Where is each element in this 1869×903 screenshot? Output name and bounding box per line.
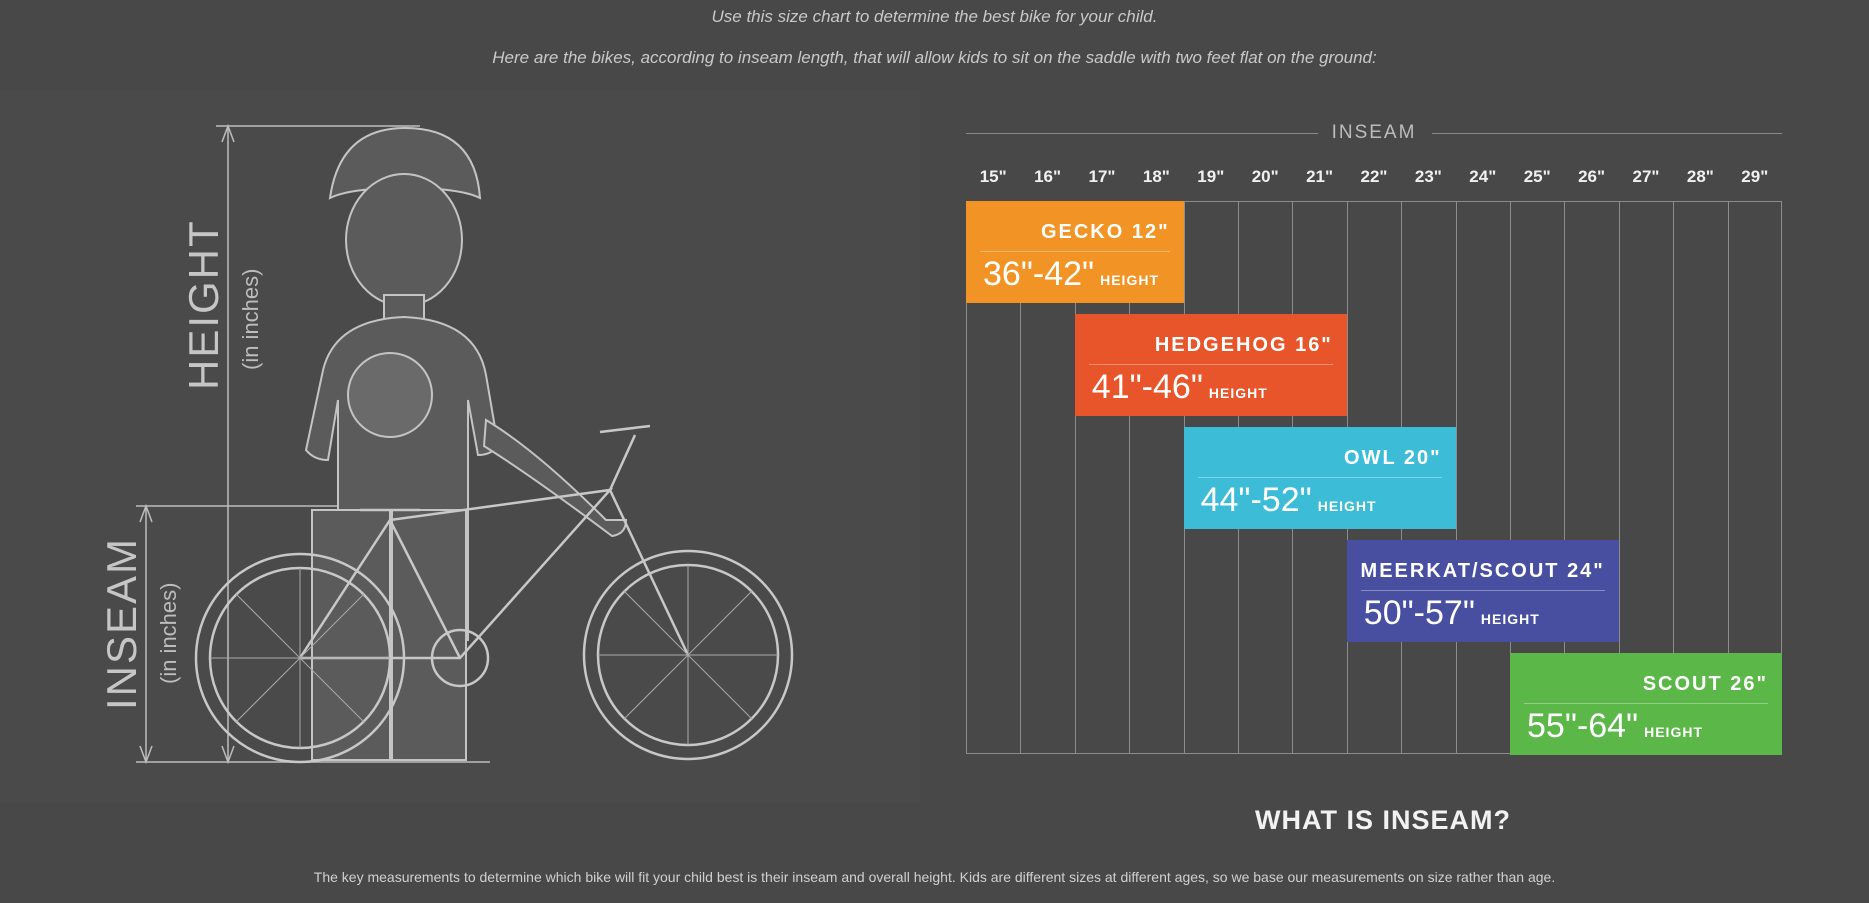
bike-height-range: 50"-57" HEIGHT [1364,594,1540,633]
height-range-value: 50"-57" [1363,594,1475,632]
inseam-tick: 23" [1414,167,1442,186]
inseam-axis-title: INSEAM [1331,122,1417,143]
size-chart: INSEAM 15" 16" 17" 18" 19" 20" 21" 22" 23" 24" 25"… [966,120,1782,760]
chart-grid: GECKO 12" 36"-42" HEIGHT HEDGEHOG 16" 41"-46… [966,201,1782,755]
intro-line-1: Use this size chart to determine the bes… [711,7,1158,26]
bike-name: HEDGEHOG 16" [1154,334,1333,356]
inseam-tick: 26" [1578,167,1606,186]
bike-name: OWL 20" [1344,447,1442,469]
height-range-value: 36"-42" [983,255,1095,293]
bike-height-range: 41"-46" HEIGHT [1092,368,1268,407]
inseam-tick-labels: 15" 16" 17" 18" 19" 20" 21" 22" 23" 24" 25" 26" 27" 2… [966,167,1782,191]
grid-line [1129,201,1131,754]
bike-name: MEERKAT/SCOUT 24" [1360,560,1605,582]
height-range-label: HEIGHT [1644,724,1703,740]
grid-top-line [966,201,1782,202]
height-range-value: 44"-52" [1200,481,1312,519]
what-is-inseam-heading: WHAT IS INSEAM? [1255,805,1511,835]
height-range-label: HEIGHT [1100,272,1159,288]
bike-size-bar: HEDGEHOG 16" 41"-46" HEIGHT [1074,314,1347,416]
height-range-label: HEIGHT [1208,385,1268,401]
grid-line [1727,201,1729,754]
grid-line [1618,201,1620,754]
height-range-label: HEIGHT [1480,611,1540,627]
bike-height-range: 36"-42" HEIGHT [983,255,1159,294]
child-bike-illustration: HEIGHT (in inches) INSEAM (in inches) [0,90,920,803]
grid-line [1455,201,1457,754]
inseam-unit-label: (in inches) [156,582,181,684]
bike-height-range: 44"-52" HEIGHT [1201,481,1377,520]
inseam-tick: 27" [1632,167,1660,186]
inseam-tick: 17" [1088,167,1116,186]
grid-bottom-line [966,753,1782,754]
height-range-label: HEIGHT [1317,498,1377,514]
inseam-tick: 19" [1197,167,1225,186]
grid-line [1510,201,1511,754]
inseam-tick: 20" [1251,167,1279,186]
title-divider-left [966,133,1318,134]
inseam-tick: 22" [1360,167,1388,186]
inseam-tick: 24" [1469,167,1497,186]
inseam-axis-title-row: INSEAM [966,120,1782,150]
bike-size-bar: MEERKAT/SCOUT 24" 50"-57" HEIGHT [1346,540,1619,642]
inseam-tick: 16" [1034,167,1062,186]
height-label: HEIGHT [180,219,227,390]
bottom-description: The key measurements to determine which … [313,869,1556,885]
inseam-tick: 21" [1306,167,1334,186]
bike-divider [1360,590,1605,591]
inseam-tick: 15" [979,167,1007,186]
height-range-value: 41"-46" [1091,368,1203,406]
grid-line [1781,201,1782,754]
bike-size-bar: OWL 20" 44"-52" HEIGHT [1183,427,1456,529]
bike-name: GECKO 12" [1040,221,1170,243]
inseam-label: INSEAM [98,536,145,710]
grid-line [1074,201,1076,754]
bike-divider [1197,477,1442,478]
bike-name: SCOUT 26" [1642,673,1768,695]
inseam-tick: 25" [1523,167,1551,186]
bike-divider [1088,364,1333,365]
bike-height-range: 55"-64" HEIGHT [1527,707,1703,746]
bike-size-bar: GECKO 12" 36"-42" HEIGHT [966,201,1184,303]
title-divider-right [1432,133,1782,134]
inseam-tick: 28" [1686,167,1714,186]
bike-divider [980,251,1170,252]
bike-divider [1524,703,1768,704]
grid-line [1564,201,1566,754]
child-on-bike-drawing [136,123,794,765]
intro-line-2: Here are the bikes, according to inseam … [492,48,1377,67]
grid-line [966,201,967,754]
height-range-value: 55"-64" [1527,707,1639,745]
inseam-tick: 18" [1142,167,1170,186]
grid-line [1673,201,1675,754]
grid-line [1020,201,1022,754]
bike-size-bar: SCOUT 26" 55"-64" HEIGHT [1510,653,1782,755]
height-unit-label: (in inches) [238,268,263,370]
inseam-tick: 29" [1741,167,1769,186]
